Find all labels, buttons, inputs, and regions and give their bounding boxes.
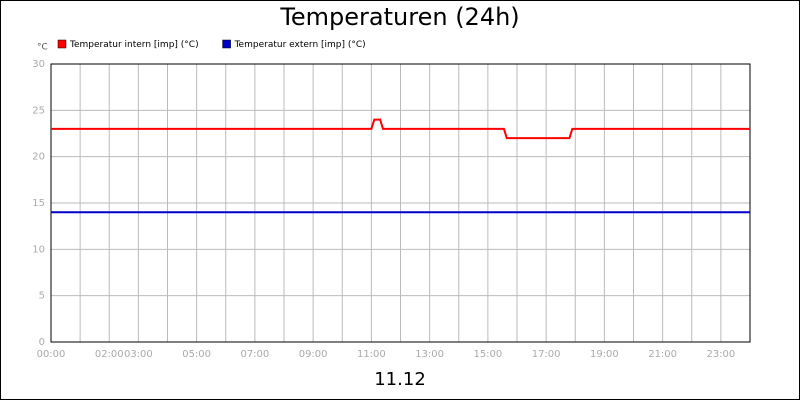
legend-swatch (222, 39, 231, 49)
x-tick-label: 07:00 (240, 349, 269, 360)
chart-title: Temperaturen (24h) (279, 3, 519, 31)
x-tick-label: 23:00 (706, 349, 735, 360)
y-tick-label: 5 (39, 291, 45, 302)
x-tick-label: 19:00 (590, 349, 619, 360)
x-axis-label: 11.12 (374, 369, 426, 390)
series-line (51, 118, 750, 140)
x-tick-label: 21:00 (648, 349, 677, 360)
x-tick-label: 17:00 (532, 349, 561, 360)
legend-label: Temperatur extern [imp] (°C) (234, 40, 366, 50)
x-tick-label: 02:00 (95, 349, 124, 360)
y-tick-label: 25 (32, 105, 45, 116)
y-tick-label: 10 (32, 244, 45, 255)
x-tick-label: 15:00 (473, 349, 502, 360)
x-tick-label: 03:00 (124, 349, 153, 360)
x-tick-label: 00:00 (37, 349, 66, 360)
y-tick-label: 15 (32, 198, 45, 209)
y-axis-label: °C (37, 43, 48, 53)
x-tick-label: 11:00 (357, 349, 386, 360)
y-tick-label: 0 (39, 337, 45, 348)
x-tick-label: 09:00 (299, 349, 328, 360)
legend-label: Temperatur intern [imp] (°C) (69, 40, 199, 50)
x-tick-label: 05:00 (182, 349, 211, 360)
y-tick-label: 20 (32, 152, 45, 163)
plot-area (50, 63, 751, 343)
x-tick-label: 13:00 (415, 349, 444, 360)
y-tick-label: 30 (32, 59, 45, 70)
legend-swatch (57, 39, 67, 49)
